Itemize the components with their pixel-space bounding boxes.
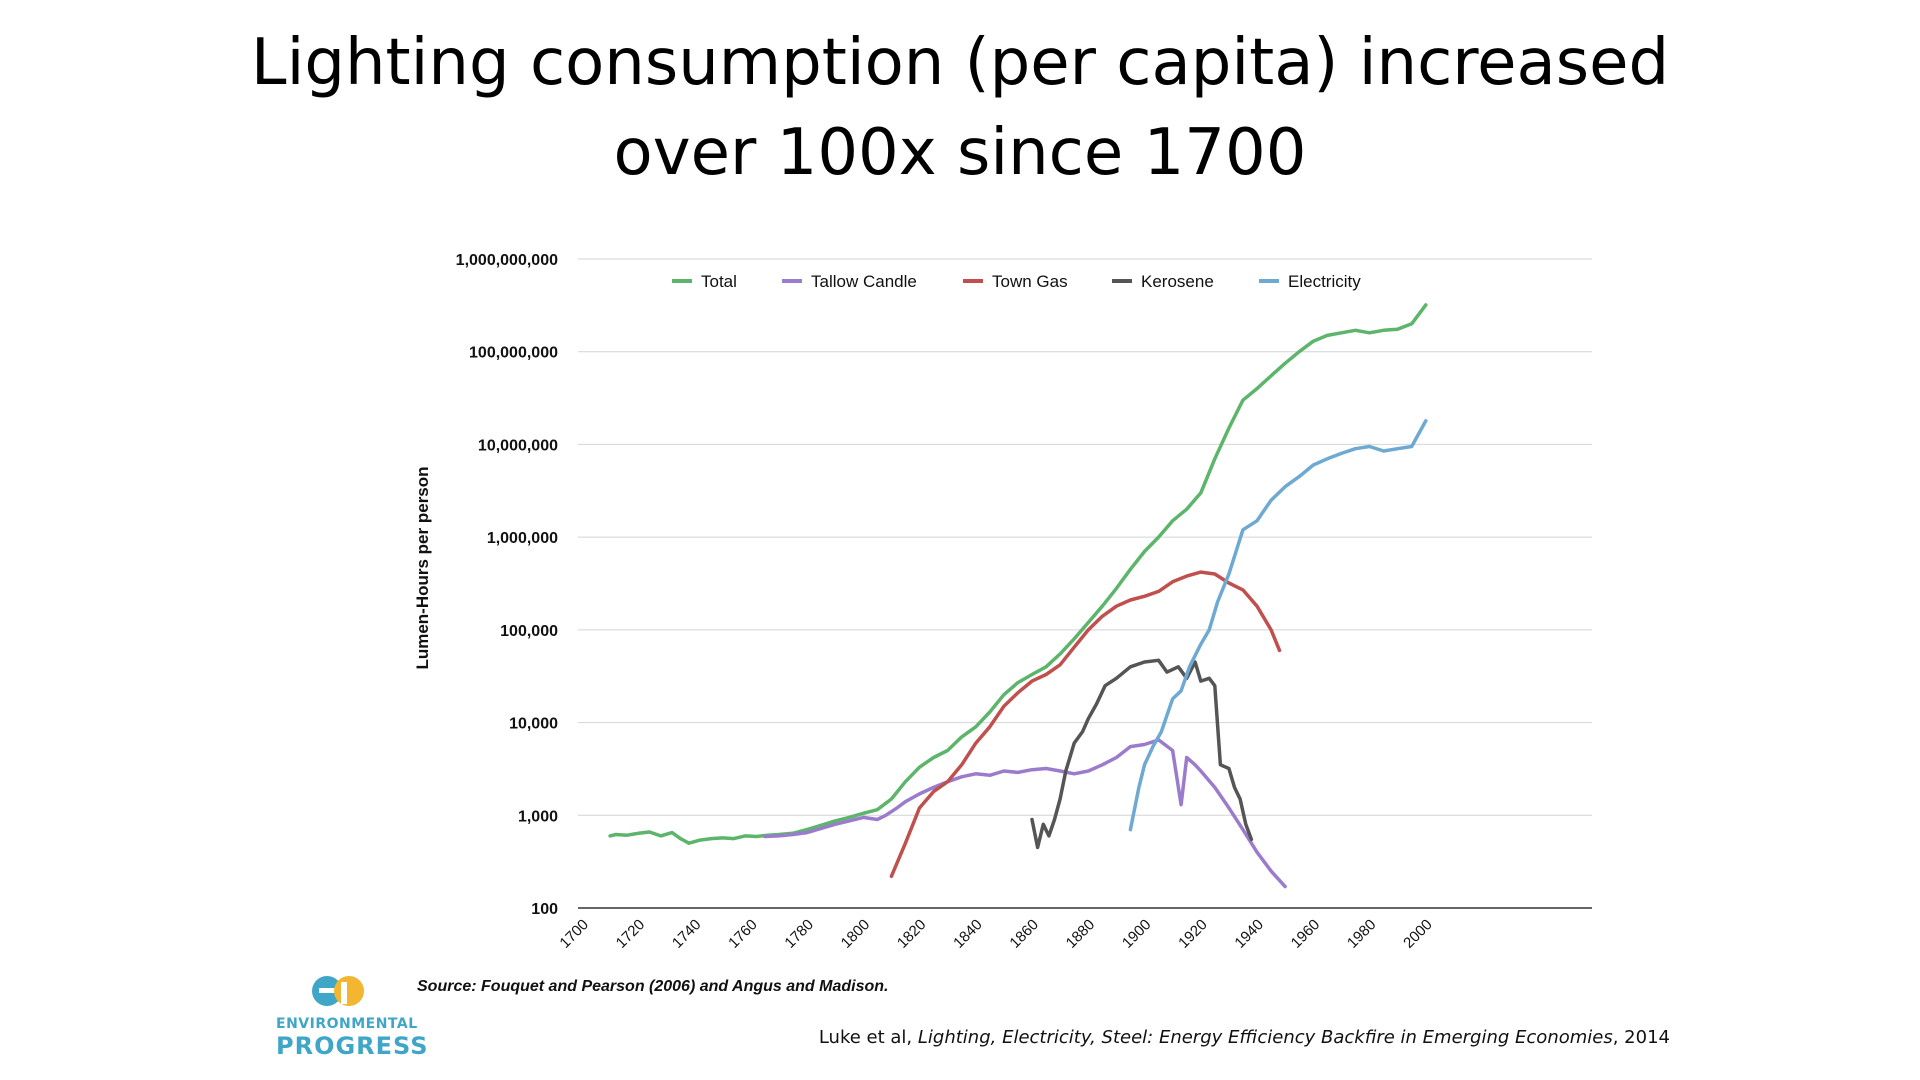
x-tick-label: 1760 <box>725 916 761 952</box>
x-tick-label: 1720 <box>613 916 649 952</box>
legend-label-kerosene: Kerosene <box>1141 272 1214 291</box>
legend-label-electricity: Electricity <box>1288 272 1361 291</box>
x-tick-label: 1980 <box>1344 916 1380 952</box>
x-tick-label: 1960 <box>1288 916 1324 952</box>
y-axis-tick-labels: 100 1,000 10,000 100,000 1,000,000 10,000,000… <box>456 252 558 918</box>
grid-lines <box>578 258 1592 909</box>
slide-title-line1: Lighting consumption (per capita) increa… <box>250 26 1670 100</box>
slide-title-line2: over 100x since 1700 <box>613 116 1307 190</box>
x-tick-label: 1880 <box>1063 916 1099 952</box>
x-tick-label: 1820 <box>894 916 930 952</box>
citation-title: Lighting, Electricity, Steel: Energy Eff… <box>917 1027 1613 1048</box>
citation: Luke et al, Lighting, Electricity, Steel… <box>819 1027 1670 1048</box>
x-tick-label: 1780 <box>781 916 817 952</box>
series-line-kerosene <box>1030 658 1254 850</box>
y-tick-label: 1,000,000 <box>487 530 558 547</box>
legend: Total Tallow Candle Town Gas Kerosene Electr… <box>672 272 1361 291</box>
environmental-progress-logo: ENVIRONMENTAL PROGRESS <box>276 974 429 1064</box>
logo-text-line1: ENVIRONMENTAL <box>276 1016 418 1032</box>
y-tick-label: 100,000,000 <box>469 345 558 362</box>
x-tick-label: 1700 <box>556 916 592 952</box>
series-line-tallow-candle <box>763 738 1287 889</box>
x-tick-label: 1940 <box>1231 916 1267 952</box>
citation-prefix: Luke et al, <box>818 1027 918 1048</box>
x-tick-label: 1740 <box>669 916 705 952</box>
x-tick-label: 1800 <box>838 916 874 952</box>
y-tick-label: 10,000 <box>509 716 558 733</box>
x-tick-label: 1860 <box>1006 916 1042 952</box>
legend-label-tallow-candle: Tallow Candle <box>811 272 917 291</box>
slide-title: Lighting consumption (per capita) increa… <box>0 18 1920 198</box>
y-tick-label: 1,000 <box>518 808 558 825</box>
x-tick-label: 1920 <box>1175 916 1211 952</box>
y-tick-label: 100,000 <box>500 623 558 640</box>
y-axis-label: Lumen-Hours per person <box>413 466 432 669</box>
series-line-electricity <box>1128 419 1428 832</box>
series-line-town-gas <box>889 570 1282 879</box>
legend-label-total: Total <box>701 272 737 291</box>
citation-suffix: , 2014 <box>1612 1027 1670 1048</box>
x-axis-tick-labels: 1700 1720 1740 1760 1780 1800 1820 1840 1860 1880… <box>556 916 1435 952</box>
series-line-total <box>608 303 1428 845</box>
source-note: Source: Fouquet and Pearson (2006) and A… <box>417 978 889 995</box>
series-lines <box>608 303 1428 889</box>
ep-logo-icon <box>312 976 364 1006</box>
x-tick-label: 1840 <box>950 916 986 952</box>
y-tick-label: 1,000,000,000 <box>456 252 558 269</box>
logo-text-line2: PROGRESS <box>276 1032 429 1060</box>
y-tick-label: 100 <box>531 901 558 918</box>
x-tick-label: 2000 <box>1400 916 1436 952</box>
legend-label-town-gas: Town Gas <box>992 272 1068 291</box>
x-tick-label: 1900 <box>1119 916 1155 952</box>
y-tick-label: 10,000,000 <box>478 437 558 454</box>
